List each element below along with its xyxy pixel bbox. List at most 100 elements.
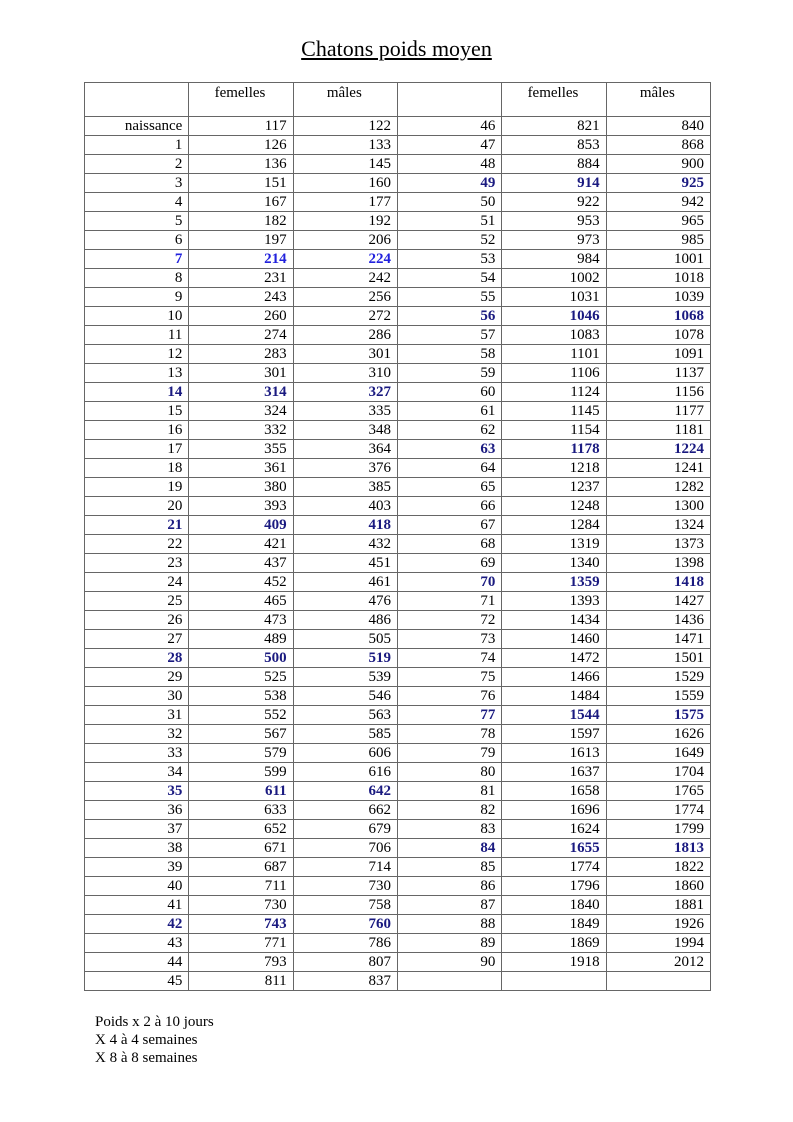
left-males-cell: 385 [292, 477, 398, 497]
table-row: 19 380 385 65 1237 1282 [83, 477, 712, 497]
left-males-cell: 327 [292, 382, 398, 402]
left-femelles-cell: 301 [188, 363, 294, 383]
right-femelles-cell: 1434 [501, 610, 607, 630]
table-row: 24 452 461 70 1359 1418 [83, 572, 712, 592]
table-row: 14 314 327 60 1124 1156 [83, 382, 712, 402]
left-day-cell: 37 [83, 819, 190, 839]
right-femelles-cell [501, 971, 607, 991]
right-day-cell: 46 [396, 116, 503, 136]
left-day-cell: 39 [83, 857, 190, 877]
right-day-cell: 86 [396, 876, 503, 896]
left-femelles-cell: 793 [188, 952, 294, 972]
right-day-cell: 75 [396, 667, 503, 687]
right-males-cell: 1813 [605, 838, 712, 858]
left-day-cell: 21 [83, 515, 190, 535]
table-row: 23 437 451 69 1340 1398 [83, 553, 712, 573]
right-males-cell: 1704 [605, 762, 712, 782]
left-femelles-cell: 611 [188, 781, 294, 801]
left-males-cell: 519 [292, 648, 398, 668]
left-day-cell: 12 [83, 344, 190, 364]
left-femelles-cell: 136 [188, 154, 294, 174]
header-males-right: mâles [605, 82, 712, 117]
right-males-cell [605, 971, 712, 991]
right-males-cell: 840 [605, 116, 712, 136]
right-day-cell: 66 [396, 496, 503, 516]
right-day-cell: 50 [396, 192, 503, 212]
left-femelles-cell: 811 [188, 971, 294, 991]
table-row: 32 567 585 78 1597 1626 [83, 724, 712, 744]
left-femelles-cell: 182 [188, 211, 294, 231]
right-males-cell: 1436 [605, 610, 712, 630]
table-row: 6 197 206 52 973 985 [83, 230, 712, 250]
left-day-cell: 16 [83, 420, 190, 440]
table-row: 44 793 807 90 1918 2012 [83, 952, 712, 972]
right-femelles-cell: 1466 [501, 667, 607, 687]
left-males-cell: 679 [292, 819, 398, 839]
left-day-cell: 31 [83, 705, 190, 725]
right-males-cell: 1091 [605, 344, 712, 364]
right-males-cell: 1799 [605, 819, 712, 839]
table-row: 2 136 145 48 884 900 [83, 154, 712, 174]
left-males-cell: 760 [292, 914, 398, 934]
left-day-cell: 5 [83, 211, 190, 231]
right-day-cell: 55 [396, 287, 503, 307]
left-males-cell: 177 [292, 192, 398, 212]
right-day-cell: 78 [396, 724, 503, 744]
right-femelles-cell: 953 [501, 211, 607, 231]
left-femelles-cell: 117 [188, 116, 294, 136]
left-males-cell: 256 [292, 287, 398, 307]
left-day-cell: 15 [83, 401, 190, 421]
right-day-cell: 77 [396, 705, 503, 725]
right-males-cell: 1575 [605, 705, 712, 725]
left-day-cell: 43 [83, 933, 190, 953]
left-males-cell: 714 [292, 857, 398, 877]
right-males-cell: 1860 [605, 876, 712, 896]
right-femelles-cell: 1248 [501, 496, 607, 516]
right-males-cell: 868 [605, 135, 712, 155]
note-line: X 8 à 8 semaines [95, 1050, 198, 1066]
left-day-cell: 26 [83, 610, 190, 630]
right-males-cell: 900 [605, 154, 712, 174]
left-femelles-cell: 274 [188, 325, 294, 345]
right-femelles-cell: 1359 [501, 572, 607, 592]
left-day-cell: 6 [83, 230, 190, 250]
right-males-cell: 1418 [605, 572, 712, 592]
left-day-cell: 45 [83, 971, 190, 991]
right-males-cell: 1774 [605, 800, 712, 820]
left-femelles-cell: 500 [188, 648, 294, 668]
right-femelles-cell: 1178 [501, 439, 607, 459]
left-femelles-cell: 380 [188, 477, 294, 497]
left-males-cell: 837 [292, 971, 398, 991]
left-males-cell: 242 [292, 268, 398, 288]
left-males-cell: 310 [292, 363, 398, 383]
right-males-cell: 1137 [605, 363, 712, 383]
left-femelles-cell: 393 [188, 496, 294, 516]
note-line: X 4 à 4 semaines [95, 1032, 198, 1048]
right-femelles-cell: 1696 [501, 800, 607, 820]
left-femelles-cell: 243 [188, 287, 294, 307]
right-femelles-cell: 1460 [501, 629, 607, 649]
right-males-cell: 1177 [605, 401, 712, 421]
right-day-cell: 59 [396, 363, 503, 383]
table-row: naissance 117 122 46 821 840 [83, 116, 712, 136]
header-day-left [83, 82, 190, 117]
left-males-cell: 706 [292, 838, 398, 858]
right-males-cell: 1559 [605, 686, 712, 706]
right-day-cell: 64 [396, 458, 503, 478]
right-femelles-cell: 1849 [501, 914, 607, 934]
right-day-cell: 54 [396, 268, 503, 288]
table-row: 18 361 376 64 1218 1241 [83, 458, 712, 478]
left-femelles-cell: 167 [188, 192, 294, 212]
notes: Poids x 2 à 10 jours X 4 à 4 semaines X … [95, 1013, 214, 1067]
left-day-cell: 19 [83, 477, 190, 497]
left-day-cell: 1 [83, 135, 190, 155]
right-males-cell: 1501 [605, 648, 712, 668]
left-males-cell: 451 [292, 553, 398, 573]
left-males-cell: 461 [292, 572, 398, 592]
right-males-cell: 1471 [605, 629, 712, 649]
table-row: 27 489 505 73 1460 1471 [83, 629, 712, 649]
left-femelles-cell: 473 [188, 610, 294, 630]
left-femelles-cell: 552 [188, 705, 294, 725]
table-row: 34 599 616 80 1637 1704 [83, 762, 712, 782]
right-males-cell: 1398 [605, 553, 712, 573]
